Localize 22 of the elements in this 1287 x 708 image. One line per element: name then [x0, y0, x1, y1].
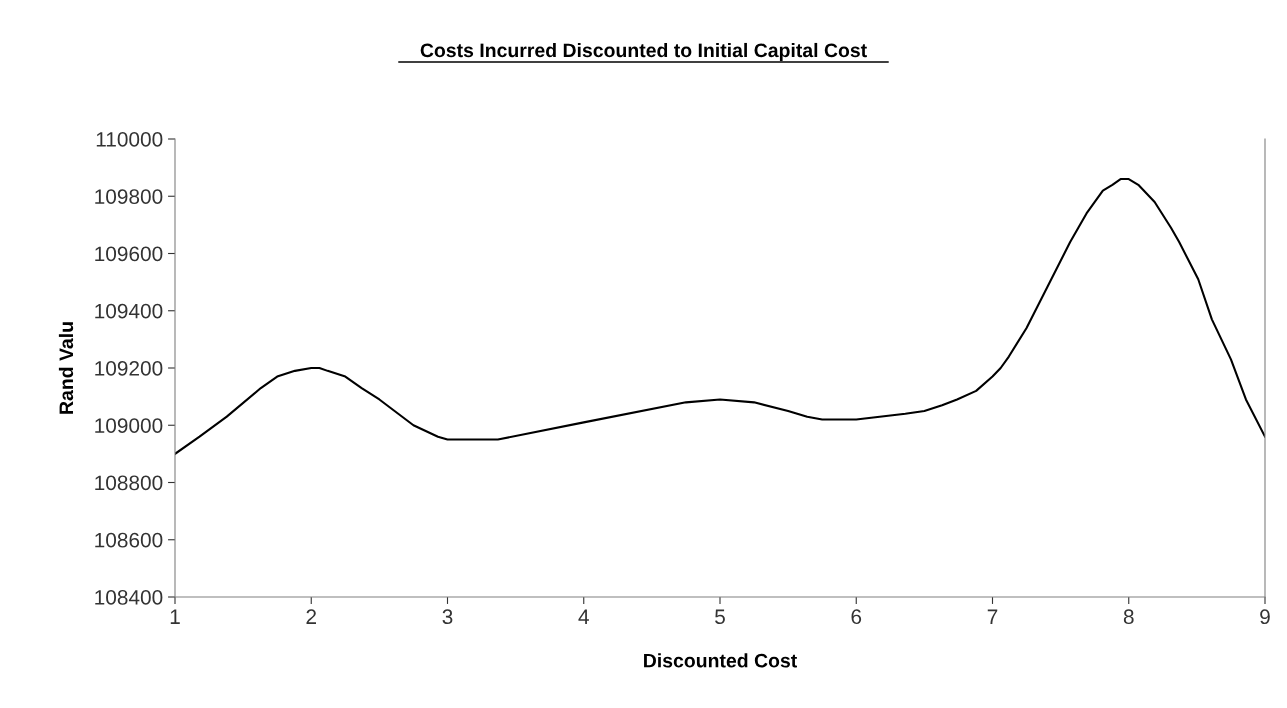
y-tick-label: 108600: [95, 532, 163, 548]
y-tick-label: 109200: [95, 361, 163, 376]
line-series: [175, 178, 1265, 455]
y-tick-label: 109000: [95, 418, 163, 433]
y-tick-label: 109400: [95, 303, 163, 319]
x-tick-label: 4: [578, 609, 589, 624]
x-tick-label: 6: [851, 609, 862, 625]
x-tick-label: 7: [987, 609, 998, 624]
x-axis-title: Discounted Cost: [644, 653, 798, 668]
x-tick-label: 5: [715, 609, 725, 625]
x-tick-label: 1: [170, 609, 180, 624]
x-tick-label: 3: [442, 609, 453, 625]
y-tick-label: 108800: [95, 475, 163, 491]
y-tick-label: 108400: [95, 590, 163, 605]
y-tick-label: 109600: [95, 246, 163, 262]
x-tick-label: 2: [306, 609, 316, 624]
chart-title: Costs Incurred Discounted to Initial Capital Cost: [420, 42, 867, 62]
y-tick-label: 110000: [96, 132, 163, 147]
y-axis-title: Rand Valu: [58, 322, 74, 414]
y-tick-label: 109800: [95, 189, 163, 204]
x-tick-label: 9: [1260, 609, 1270, 625]
x-tick-label: 8: [1123, 609, 1134, 625]
